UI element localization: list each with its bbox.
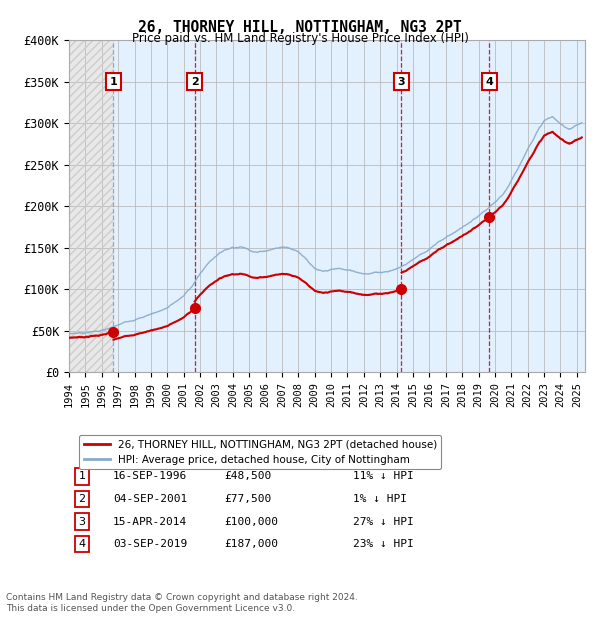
Text: 03-SEP-2019: 03-SEP-2019	[113, 539, 187, 549]
Text: 2: 2	[79, 494, 85, 504]
Text: 1: 1	[79, 471, 85, 482]
Text: 3: 3	[79, 516, 85, 526]
Text: £77,500: £77,500	[224, 494, 271, 504]
Text: 2: 2	[191, 77, 199, 87]
Text: £187,000: £187,000	[224, 539, 278, 549]
Legend: 26, THORNEY HILL, NOTTINGHAM, NG3 2PT (detached house), HPI: Average price, deta: 26, THORNEY HILL, NOTTINGHAM, NG3 2PT (d…	[79, 435, 442, 469]
Text: 4: 4	[79, 539, 85, 549]
Bar	[113, 40, 194, 372]
Bar	[401, 40, 490, 372]
Text: 15-APR-2014: 15-APR-2014	[113, 516, 187, 526]
Text: 11% ↓ HPI: 11% ↓ HPI	[353, 471, 413, 482]
Text: 16-SEP-1996: 16-SEP-1996	[113, 471, 187, 482]
Text: 1: 1	[110, 77, 117, 87]
Text: 04-SEP-2001: 04-SEP-2001	[113, 494, 187, 504]
Bar	[490, 40, 585, 372]
Bar	[69, 40, 113, 372]
Bar	[69, 40, 113, 372]
Text: £100,000: £100,000	[224, 516, 278, 526]
Text: £48,500: £48,500	[224, 471, 271, 482]
Text: 27% ↓ HPI: 27% ↓ HPI	[353, 516, 413, 526]
Text: Price paid vs. HM Land Registry's House Price Index (HPI): Price paid vs. HM Land Registry's House …	[131, 32, 469, 45]
Text: 4: 4	[485, 77, 493, 87]
Bar	[194, 40, 401, 372]
Text: 23% ↓ HPI: 23% ↓ HPI	[353, 539, 413, 549]
Text: 26, THORNEY HILL, NOTTINGHAM, NG3 2PT: 26, THORNEY HILL, NOTTINGHAM, NG3 2PT	[138, 20, 462, 35]
Text: 3: 3	[398, 77, 405, 87]
Text: Contains HM Land Registry data © Crown copyright and database right 2024.
This d: Contains HM Land Registry data © Crown c…	[6, 593, 358, 613]
Text: 1% ↓ HPI: 1% ↓ HPI	[353, 494, 407, 504]
